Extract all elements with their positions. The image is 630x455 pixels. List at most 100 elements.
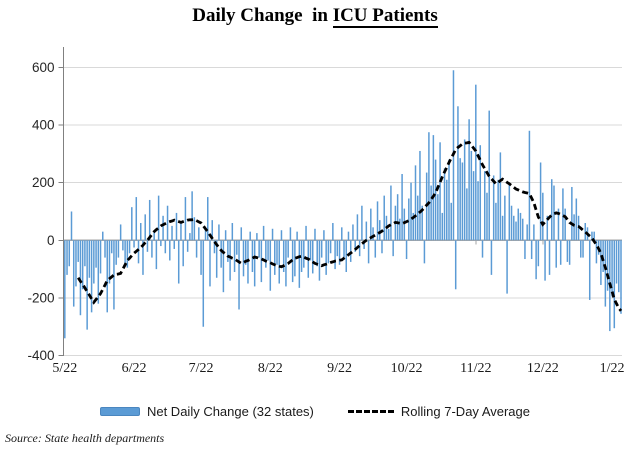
bar — [492, 175, 495, 241]
bar-swatch-icon — [99, 407, 140, 416]
bar — [249, 231, 251, 241]
bar — [329, 240, 332, 254]
bar — [530, 240, 533, 260]
bar — [524, 240, 526, 260]
bar — [341, 227, 343, 241]
bar — [403, 208, 406, 241]
bar — [345, 240, 347, 272]
bar — [220, 240, 222, 268]
bar — [571, 186, 573, 241]
bar — [504, 195, 506, 241]
bar — [231, 223, 234, 241]
bar — [191, 191, 193, 241]
bar — [466, 188, 468, 241]
bar — [539, 162, 542, 241]
bar — [448, 159, 450, 241]
bar — [213, 240, 216, 254]
legend-line-label: Rolling 7-Day Average — [400, 404, 531, 419]
bar — [510, 205, 513, 241]
bar — [171, 225, 173, 241]
bar — [542, 192, 544, 241]
bar — [611, 240, 613, 297]
bar — [356, 214, 359, 241]
bar — [548, 240, 551, 275]
bar — [240, 227, 243, 241]
bar — [519, 212, 522, 241]
bar — [175, 212, 178, 241]
bar — [443, 168, 446, 241]
bar — [66, 240, 68, 275]
bar — [363, 240, 365, 249]
bar — [224, 230, 227, 241]
bar — [260, 240, 263, 283]
bar — [189, 233, 191, 241]
bar — [515, 221, 517, 241]
bar — [236, 240, 238, 255]
bar — [298, 240, 301, 288]
gridlines — [63, 66, 622, 357]
bar — [287, 240, 289, 258]
bar — [186, 240, 189, 252]
bar — [193, 217, 196, 241]
bar — [233, 240, 236, 272]
bar — [408, 198, 410, 241]
bar — [477, 181, 479, 241]
bar — [374, 240, 377, 258]
bar — [320, 240, 323, 258]
bar — [86, 240, 88, 330]
bar — [506, 240, 508, 294]
bar — [285, 240, 287, 287]
bar — [162, 215, 164, 241]
bar — [314, 228, 316, 241]
bar — [79, 240, 82, 316]
bar — [437, 194, 439, 241]
bar — [110, 240, 113, 254]
bar — [454, 240, 457, 290]
legend-bar-label: Net Daily Change (32 states) — [146, 404, 314, 419]
bar — [430, 185, 432, 241]
bar — [376, 201, 379, 241]
bar — [513, 215, 515, 241]
bar — [497, 179, 499, 241]
bar — [209, 240, 211, 287]
bar — [157, 195, 160, 241]
bar — [486, 192, 488, 241]
y-tick-label: -400 — [27, 348, 54, 363]
bar — [416, 195, 419, 241]
bar — [146, 240, 149, 252]
bar — [102, 231, 104, 241]
bar — [535, 240, 537, 280]
bar — [396, 194, 399, 241]
bar — [119, 224, 122, 241]
bar — [327, 240, 330, 264]
bar — [568, 240, 571, 265]
bar — [90, 240, 93, 313]
bar — [251, 240, 254, 272]
bar — [160, 240, 162, 247]
bar — [227, 240, 229, 262]
x-tick-label: 5/22 — [52, 361, 77, 376]
chart-title: Daily Change in ICU Patients — [0, 5, 630, 28]
chart-title-underlined: ICU Patients — [332, 5, 438, 28]
bar — [166, 205, 169, 241]
bar — [414, 165, 417, 241]
bar — [354, 240, 356, 252]
bar — [450, 202, 452, 241]
bar — [399, 218, 401, 241]
bar — [584, 223, 587, 241]
bar — [332, 223, 334, 241]
bar — [238, 240, 240, 310]
bar — [258, 240, 260, 258]
bar — [521, 218, 524, 241]
bar — [381, 240, 383, 254]
bar — [271, 228, 274, 241]
bar — [412, 212, 415, 241]
bar — [97, 240, 100, 304]
bar — [137, 240, 140, 264]
bar — [144, 214, 146, 241]
bar — [428, 132, 430, 241]
bar — [64, 240, 66, 339]
bar — [305, 225, 307, 241]
bar — [99, 240, 102, 274]
bar — [392, 240, 394, 257]
